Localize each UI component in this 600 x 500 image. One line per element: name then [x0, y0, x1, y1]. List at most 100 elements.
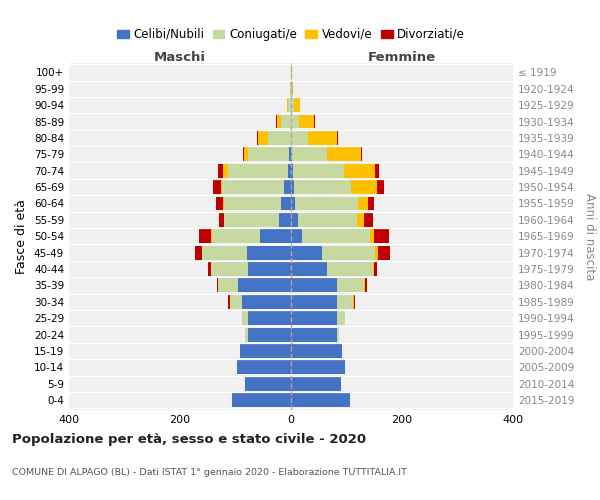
Bar: [223, 164, 291, 177]
Bar: [232, 393, 291, 407]
Bar: [277, 114, 291, 128]
Bar: [291, 311, 337, 325]
Bar: [211, 262, 291, 276]
Bar: [228, 295, 291, 309]
Bar: [291, 213, 364, 227]
Bar: [291, 328, 339, 342]
Bar: [245, 328, 291, 342]
Bar: [291, 393, 350, 407]
Bar: [242, 311, 291, 325]
Bar: [211, 230, 291, 243]
Bar: [291, 360, 345, 374]
Bar: [228, 164, 291, 177]
Bar: [216, 196, 291, 210]
Bar: [213, 180, 291, 194]
Bar: [291, 131, 308, 145]
Bar: [291, 213, 373, 227]
Bar: [291, 98, 301, 112]
Bar: [291, 131, 337, 145]
Bar: [291, 344, 342, 358]
Bar: [244, 148, 291, 162]
Bar: [291, 295, 355, 309]
Text: COMUNE DI ALPAGO (BL) - Dati ISTAT 1° gennaio 2020 - Elaborazione TUTTITALIA.IT: COMUNE DI ALPAGO (BL) - Dati ISTAT 1° ge…: [12, 468, 407, 477]
Bar: [240, 344, 291, 358]
Bar: [291, 377, 341, 390]
Bar: [237, 360, 291, 374]
Bar: [217, 278, 291, 292]
Bar: [245, 377, 291, 390]
Text: Maschi: Maschi: [154, 51, 206, 64]
Bar: [291, 262, 374, 276]
Bar: [242, 311, 291, 325]
Bar: [199, 230, 291, 243]
Bar: [291, 164, 344, 177]
Bar: [291, 360, 345, 374]
Bar: [291, 246, 322, 260]
Bar: [291, 98, 301, 112]
Bar: [291, 148, 361, 162]
Bar: [291, 196, 358, 210]
Bar: [281, 196, 291, 210]
Bar: [218, 278, 291, 292]
Bar: [288, 98, 291, 112]
Bar: [291, 377, 341, 390]
Bar: [202, 246, 291, 260]
Bar: [291, 180, 294, 194]
Bar: [291, 148, 326, 162]
Bar: [247, 246, 291, 260]
Bar: [291, 278, 367, 292]
Bar: [291, 262, 377, 276]
Bar: [211, 262, 291, 276]
Bar: [290, 82, 291, 96]
Bar: [248, 311, 291, 325]
Bar: [291, 230, 389, 243]
Bar: [208, 262, 291, 276]
Bar: [237, 360, 291, 374]
Bar: [248, 148, 291, 162]
Bar: [291, 246, 391, 260]
Bar: [268, 131, 291, 145]
Bar: [291, 230, 302, 243]
Bar: [291, 295, 354, 309]
Bar: [224, 213, 291, 227]
Bar: [291, 196, 295, 210]
Bar: [288, 164, 291, 177]
Bar: [291, 180, 377, 194]
Bar: [242, 295, 291, 309]
Bar: [291, 114, 315, 128]
Bar: [245, 328, 291, 342]
Bar: [240, 344, 291, 358]
Bar: [248, 328, 291, 342]
Bar: [291, 230, 374, 243]
Bar: [237, 360, 291, 374]
Bar: [291, 344, 342, 358]
Bar: [287, 98, 291, 112]
Bar: [240, 344, 291, 358]
Bar: [257, 131, 291, 145]
Bar: [245, 328, 291, 342]
Bar: [240, 344, 291, 358]
Bar: [243, 148, 291, 162]
Bar: [291, 196, 374, 210]
Bar: [202, 246, 291, 260]
Bar: [291, 328, 339, 342]
Bar: [291, 82, 293, 96]
Bar: [258, 131, 291, 145]
Bar: [220, 213, 291, 227]
Bar: [212, 230, 291, 243]
Bar: [291, 311, 346, 325]
Bar: [291, 246, 376, 260]
Bar: [291, 180, 351, 194]
Bar: [279, 213, 291, 227]
Bar: [291, 278, 364, 292]
Bar: [291, 311, 345, 325]
Bar: [291, 344, 342, 358]
Bar: [291, 82, 293, 96]
Bar: [291, 196, 368, 210]
Bar: [291, 213, 357, 227]
Bar: [291, 148, 362, 162]
Bar: [222, 180, 291, 194]
Bar: [291, 393, 350, 407]
Bar: [291, 360, 345, 374]
Bar: [224, 196, 291, 210]
